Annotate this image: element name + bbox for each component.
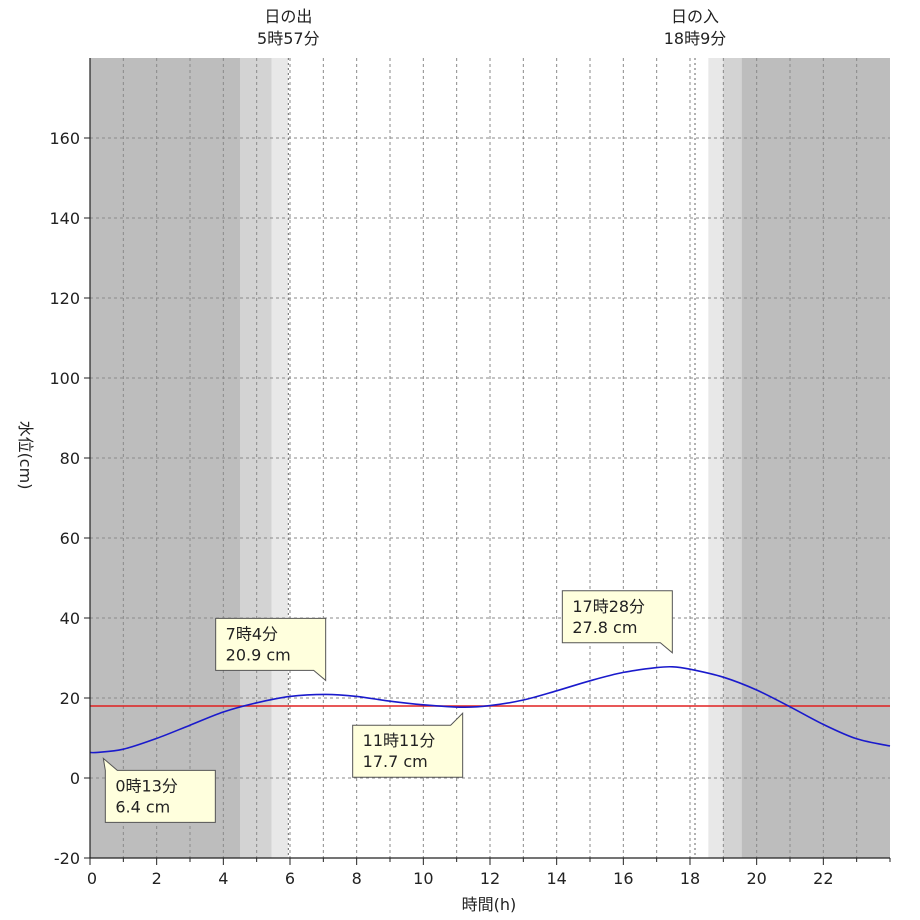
x-tick-label-4: 4 bbox=[218, 869, 228, 888]
y-tick-label-20: 20 bbox=[60, 689, 80, 708]
x-tick-label-10: 10 bbox=[413, 869, 433, 888]
sunrise-label: 日の出 bbox=[264, 7, 312, 26]
annotation-value-2: 17.7 cm bbox=[363, 752, 428, 771]
y-tick-label-60: 60 bbox=[60, 529, 80, 548]
annotation-time-2: 11時11分 bbox=[363, 731, 436, 750]
annotations: 0時13分 6.4 cm 7時4分 20.9 cm 11時11分 17.7 cm 17時28… bbox=[102, 590, 673, 823]
annotation-2: 11時11分 17.7 cm bbox=[352, 711, 464, 778]
annotation-time-1: 7時4分 bbox=[226, 624, 278, 643]
y-tick-label-0: 0 bbox=[70, 769, 80, 788]
y-tick-label-80: 80 bbox=[60, 449, 80, 468]
annotation-time-3: 17時28分 bbox=[572, 597, 645, 616]
sunset-label: 日の入 bbox=[671, 7, 719, 26]
x-tick-label-8: 8 bbox=[352, 869, 362, 888]
series-layer bbox=[89, 665, 891, 754]
axes: 0 2 4 6 8 10 12 14 16 18 20 22 -20 0 20 40 60 80 100 120 140… bbox=[49, 58, 891, 888]
annotation-box-2 bbox=[352, 711, 464, 778]
y-tick-label-160: 160 bbox=[49, 129, 80, 148]
x-tick-label-0: 0 bbox=[87, 869, 97, 888]
y-tick-label-100: 100 bbox=[49, 369, 80, 388]
x-tick-label-6: 6 bbox=[285, 869, 295, 888]
x-tick-label-16: 16 bbox=[613, 869, 633, 888]
annotation-time-0: 0時13分 bbox=[115, 776, 178, 795]
x-tick-label-14: 14 bbox=[546, 869, 566, 888]
x-axis-label: 時間(h) bbox=[462, 895, 517, 914]
x-tick-label-22: 22 bbox=[813, 869, 833, 888]
y-tick-label-120: 120 bbox=[49, 289, 80, 308]
annotation-box-0 bbox=[102, 757, 216, 823]
x-tick-label-12: 12 bbox=[480, 869, 500, 888]
annotation-box-3 bbox=[561, 590, 673, 654]
grid bbox=[90, 58, 890, 858]
series-line-0 bbox=[89, 665, 891, 754]
annotation-value-3: 27.8 cm bbox=[572, 618, 637, 637]
annotation-box-1 bbox=[215, 617, 327, 682]
annotation-1: 7時4分 20.9 cm bbox=[215, 617, 327, 682]
y-tick-label-140: 140 bbox=[49, 209, 80, 228]
annotation-value-1: 20.9 cm bbox=[226, 645, 291, 664]
y-tick-label--20: -20 bbox=[54, 849, 80, 868]
x-tick-label-2: 2 bbox=[152, 869, 162, 888]
x-tick-label-18: 18 bbox=[680, 869, 700, 888]
annotation-value-0: 6.4 cm bbox=[115, 797, 170, 816]
y-tick-label-40: 40 bbox=[60, 609, 80, 628]
y-axis-label: 水位(cm) bbox=[16, 421, 35, 490]
x-tick-label-20: 20 bbox=[746, 869, 766, 888]
annotation-0: 0時13分 6.4 cm bbox=[102, 757, 216, 823]
shade-band-2 bbox=[271, 58, 289, 858]
annotation-3: 17時28分 27.8 cm bbox=[561, 590, 673, 654]
sunrise-time: 5時57分 bbox=[257, 29, 320, 48]
sunset-time: 18時9分 bbox=[664, 29, 727, 48]
